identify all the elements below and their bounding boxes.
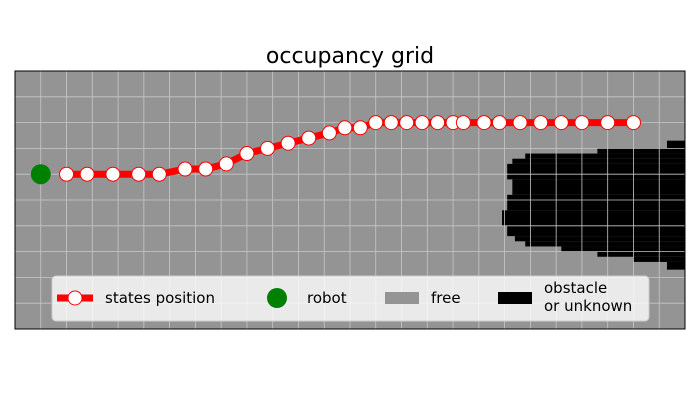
state-point	[430, 115, 446, 131]
state-point	[301, 130, 317, 146]
legend-states-marker	[67, 290, 83, 306]
plot-frame	[14, 70, 686, 330]
obstacle-cell	[502, 210, 685, 226]
state-point	[455, 115, 471, 131]
state-point	[280, 135, 296, 151]
obstacle-cell	[512, 158, 685, 164]
obstacle-cell	[525, 241, 685, 247]
obstacle-cell	[597, 148, 685, 154]
state-point	[476, 115, 492, 131]
legend-robot-label: robot	[307, 289, 347, 307]
legend-obstacle-label-line2: or unknown	[544, 297, 632, 315]
state-point	[383, 115, 399, 131]
state-point	[177, 161, 193, 177]
state-point	[625, 115, 641, 131]
state-point	[151, 166, 167, 182]
legend-obstacle-swatch	[498, 292, 532, 304]
legend-robot-marker	[267, 288, 287, 308]
obstacle-cell	[514, 236, 685, 242]
obstacle-cell	[666, 140, 685, 149]
state-point	[399, 115, 415, 131]
state-point	[239, 146, 255, 162]
obstacle-cell	[507, 163, 685, 180]
obstacle-cell	[507, 194, 685, 211]
legend-free-swatch	[385, 292, 419, 304]
obstacle-cell	[666, 261, 685, 270]
state-point	[131, 166, 147, 182]
state-point	[352, 120, 368, 136]
legend-obstacle-label-line1: obstacle	[544, 279, 607, 297]
state-point	[512, 115, 528, 131]
state-point	[105, 166, 121, 182]
state-point	[260, 140, 276, 156]
state-point	[600, 115, 616, 131]
obstacle-cell	[597, 251, 685, 257]
legend-box	[51, 275, 650, 322]
state-point	[198, 161, 214, 177]
obstacle-cell	[507, 225, 685, 237]
state-point	[321, 125, 337, 141]
state-point	[414, 115, 430, 131]
obstacle-cell	[525, 153, 685, 159]
chart-title: occupancy grid	[266, 44, 434, 69]
state-point	[491, 115, 507, 131]
state-point	[59, 166, 75, 182]
state-point	[533, 115, 549, 131]
robot-point	[30, 164, 51, 185]
legend-states-label: states position	[105, 289, 215, 307]
state-point	[574, 115, 590, 131]
state-point	[79, 166, 95, 182]
legend-free-label: free	[431, 289, 461, 307]
state-point	[368, 115, 384, 131]
state-point	[218, 156, 234, 172]
state-point	[337, 120, 353, 136]
obstacle-cell	[561, 246, 685, 252]
state-point	[553, 115, 569, 131]
obstacle-cell	[512, 179, 685, 195]
